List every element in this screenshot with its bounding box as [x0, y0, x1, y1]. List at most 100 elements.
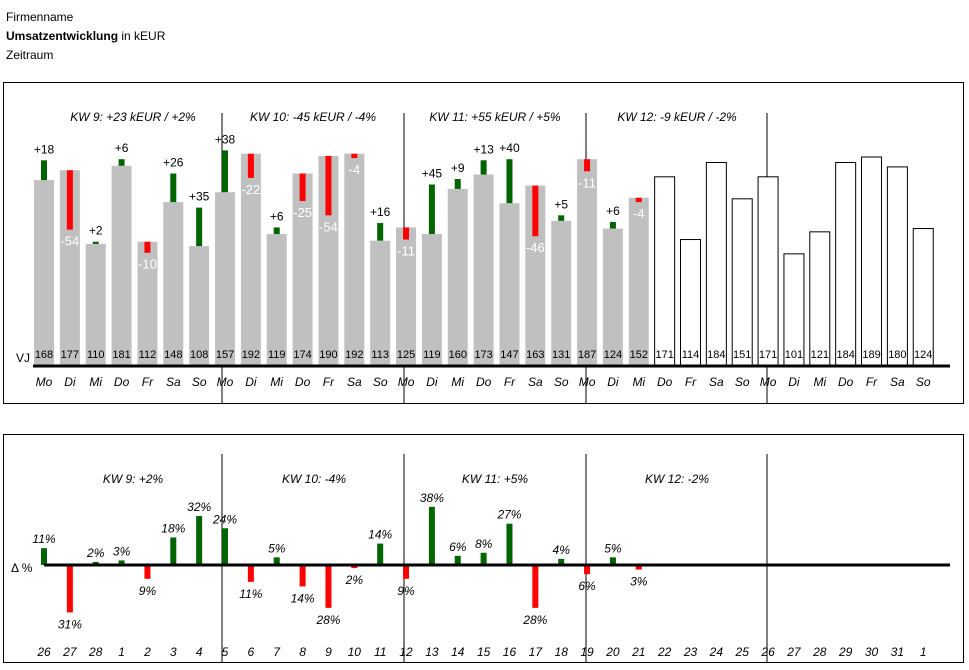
- date-label: 9: [325, 645, 332, 659]
- previous-year-value-label: 192: [345, 349, 363, 361]
- date-label: 4: [196, 645, 203, 659]
- day-label: Sa: [347, 375, 362, 389]
- previous-year-value-label: 181: [112, 349, 130, 361]
- previous-year-value-label: 157: [216, 349, 234, 361]
- negative-variance-bar: [532, 185, 539, 237]
- negative-percent-bar: [247, 565, 254, 582]
- percent-label: 38%: [420, 491, 444, 505]
- previous-year-value-label: 180: [888, 349, 906, 361]
- percent-label: 4%: [553, 543, 571, 557]
- positive-percent-bar: [222, 528, 229, 565]
- negative-percent-bar: [532, 565, 539, 608]
- top-panel-frame: [3, 82, 964, 404]
- negative-variance-bar: [299, 173, 306, 202]
- negative-percent-bar: [351, 565, 358, 569]
- report-period: Zeitraum: [6, 48, 54, 62]
- date-label: 25: [735, 645, 750, 659]
- day-label: Fr: [323, 375, 335, 389]
- week-summary-label: KW 10: -45 kEUR / -4%: [250, 110, 376, 124]
- previous-year-value-label: 119: [268, 349, 286, 361]
- day-label: Mi: [632, 375, 645, 389]
- percent-label: 5%: [268, 541, 286, 555]
- variance-label: -10: [138, 257, 157, 272]
- day-label: Sa: [709, 375, 724, 389]
- positive-percent-bar: [506, 523, 513, 565]
- day-label: Fr: [866, 375, 878, 389]
- day-label: Mo: [36, 375, 53, 389]
- date-label: 2: [143, 645, 151, 659]
- previous-year-bar: [85, 243, 106, 365]
- positive-percent-bar: [92, 561, 99, 565]
- percent-label: 3%: [630, 575, 648, 589]
- variance-label: +45: [422, 167, 443, 181]
- day-label: Fr: [142, 375, 154, 389]
- day-label: So: [916, 375, 931, 389]
- previous-year-bar: [912, 228, 934, 366]
- day-label: Di: [607, 375, 619, 389]
- variance-label: -4: [349, 162, 361, 177]
- previous-year-value-label: 121: [811, 349, 829, 361]
- date-label: 23: [683, 645, 698, 659]
- day-label: Di: [788, 375, 800, 389]
- negative-percent-bar: [403, 565, 410, 579]
- bottom-panel-frame: [3, 434, 964, 663]
- previous-year-bar: [577, 159, 598, 365]
- day-label: So: [554, 375, 569, 389]
- percent-label: 9%: [397, 584, 415, 598]
- previous-year-bar: [111, 165, 132, 365]
- day-label: Mo: [398, 375, 415, 389]
- day-label: So: [192, 375, 207, 389]
- date-label: 30: [865, 645, 879, 659]
- previous-year-bar: [59, 170, 80, 365]
- negative-percent-bar: [584, 565, 591, 575]
- previous-year-value-label: 108: [190, 349, 208, 361]
- previous-year-value-label: 171: [759, 349, 777, 361]
- variance-label: +6: [606, 204, 620, 218]
- date-label: 15: [477, 645, 491, 659]
- negative-percent-bar: [144, 565, 151, 579]
- report-title-bold: Umsatzentwicklung: [6, 29, 119, 43]
- variance-label: -46: [526, 240, 545, 255]
- previous-year-bar: [602, 228, 623, 365]
- date-label: 16: [503, 645, 517, 659]
- variance-label: +35: [189, 190, 210, 204]
- previous-year-value-label: 177: [61, 349, 79, 361]
- variance-label: -54: [60, 234, 79, 249]
- date-label: 17: [529, 645, 544, 659]
- variance-label: +9: [451, 161, 465, 175]
- day-label: Di: [64, 375, 76, 389]
- positive-variance-bar: [377, 223, 384, 241]
- previous-year-value-label: 113: [371, 349, 389, 361]
- percent-label: 9%: [139, 584, 157, 598]
- positive-percent-bar: [558, 558, 565, 565]
- previous-year-bar: [370, 240, 391, 365]
- previous-year-bar: [628, 197, 649, 365]
- positive-variance-bar: [506, 159, 513, 204]
- previous-year-bar: [344, 153, 365, 365]
- date-label: 29: [838, 645, 853, 659]
- previous-year-value-label: 124: [604, 349, 622, 361]
- date-label: 19: [580, 645, 594, 659]
- date-label: 20: [605, 645, 620, 659]
- previous-year-bar: [447, 188, 468, 365]
- day-label: Fr: [685, 375, 697, 389]
- percent-label: 24%: [212, 512, 237, 526]
- day-label: So: [735, 375, 750, 389]
- percent-label: 31%: [58, 617, 82, 631]
- positive-variance-bar: [454, 179, 461, 189]
- week-summary-label: KW 10: -4%: [282, 472, 346, 486]
- positive-percent-bar: [377, 543, 384, 565]
- date-label: 26: [760, 645, 775, 659]
- date-label: 13: [425, 645, 439, 659]
- previous-year-value-label: 110: [87, 349, 105, 361]
- previous-year-bar: [886, 166, 908, 366]
- date-label: 14: [451, 645, 465, 659]
- negative-percent-bar: [66, 565, 73, 613]
- baseline-label: VJ: [16, 351, 30, 365]
- previous-year-bar: [680, 239, 701, 366]
- variance-label: -11: [397, 244, 415, 259]
- variance-label: +38: [215, 132, 236, 146]
- positive-variance-bar: [428, 184, 435, 235]
- company-name: Firmenname: [6, 10, 74, 24]
